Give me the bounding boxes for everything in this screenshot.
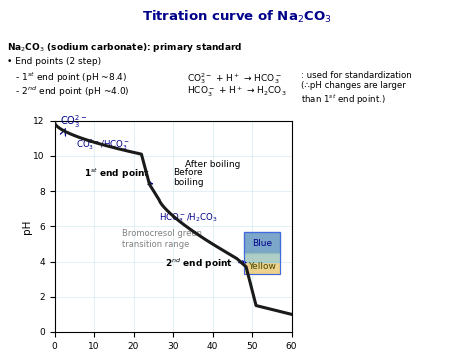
Bar bbox=[244, 231, 280, 253]
Text: - 1$^{st}$ end point (pH ~8.4): - 1$^{st}$ end point (pH ~8.4) bbox=[7, 71, 128, 86]
Text: • End points (2 step): • End points (2 step) bbox=[7, 57, 101, 66]
Y-axis label: pH: pH bbox=[22, 219, 32, 234]
Text: HCO$_3^-$/H$_2$CO$_3$: HCO$_3^-$/H$_2$CO$_3$ bbox=[159, 211, 218, 225]
Text: Before
boiling: Before boiling bbox=[173, 168, 204, 187]
Text: CO$_3^{2-}$/HCO$_3^-$: CO$_3^{2-}$/HCO$_3^-$ bbox=[76, 138, 130, 153]
Text: : used for standardization
(∴pH changes are larger
than 1$^{st}$ end point.): : used for standardization (∴pH changes … bbox=[301, 71, 412, 107]
Text: CO$_3^{2-}$: CO$_3^{2-}$ bbox=[61, 113, 88, 130]
Text: 2$^{nd}$ end point: 2$^{nd}$ end point bbox=[165, 256, 246, 271]
Text: Titration curve of Na$_2$CO$_3$: Titration curve of Na$_2$CO$_3$ bbox=[142, 9, 332, 25]
Text: Blue: Blue bbox=[252, 239, 272, 247]
Text: After boiling: After boiling bbox=[185, 160, 240, 169]
Text: Na$_2$CO$_3$ (sodium carbonate): primary standard: Na$_2$CO$_3$ (sodium carbonate): primary… bbox=[7, 41, 243, 54]
Text: HCO$_3^-$ + H$^+$ → H$_2$CO$_3$: HCO$_3^-$ + H$^+$ → H$_2$CO$_3$ bbox=[187, 84, 287, 99]
Text: Bromocresol green
transition range: Bromocresol green transition range bbox=[122, 229, 201, 248]
Bar bbox=[244, 231, 280, 274]
Bar bbox=[244, 253, 280, 274]
Bar bbox=[244, 253, 280, 262]
Text: - 2$^{nd}$ end point (pH ~4.0): - 2$^{nd}$ end point (pH ~4.0) bbox=[7, 84, 130, 99]
Text: CO$_3^{2-}$ + H$^+$ → HCO$_3^-$: CO$_3^{2-}$ + H$^+$ → HCO$_3^-$ bbox=[187, 71, 282, 86]
Text: 1$^{st}$ end point: 1$^{st}$ end point bbox=[84, 166, 153, 185]
Text: Yellow: Yellow bbox=[248, 262, 276, 271]
